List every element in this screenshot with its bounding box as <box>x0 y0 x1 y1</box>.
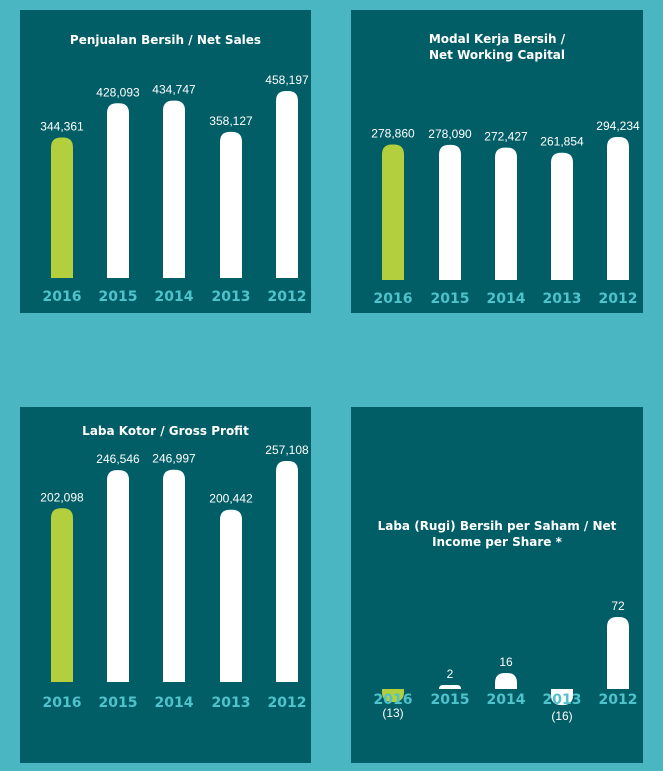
bar-2015 <box>107 470 129 682</box>
category-label-2013: 2013 <box>212 695 251 711</box>
bar-2013 <box>220 131 242 278</box>
data-label-2015: 2 <box>447 667 454 681</box>
chart-title-line: Net Working Capital <box>428 48 566 62</box>
category-label-2014: 2014 <box>155 695 194 711</box>
category-label-2012: 2012 <box>599 692 638 708</box>
category-label-2016: 2016 <box>374 692 413 708</box>
data-label-2016: 202,098 <box>40 490 84 504</box>
category-label-2014: 2014 <box>487 291 526 307</box>
net-income-per-share-chart: Laba (Rugi) Bersih per Saham / Net Incom… <box>351 407 643 763</box>
data-label-2012: 257,108 <box>265 443 309 457</box>
data-label-2016: 344,361 <box>40 119 84 133</box>
net-sales-chart: Penjualan Bersih / Net Sales 344,361 2016… <box>20 10 311 313</box>
data-label-2012: 72 <box>611 599 625 613</box>
data-label-2016: (13) <box>382 706 403 720</box>
bar-2015 <box>439 144 461 280</box>
bar-2014 <box>163 100 185 278</box>
data-label-2012: 294,234 <box>596 119 640 133</box>
data-label-2015: 246,546 <box>96 452 140 466</box>
net-working-capital-plot: 278,860 2016 278,090 2015 272,427 2014 261,854… <box>371 119 640 307</box>
bar-2015 <box>439 685 461 689</box>
net-sales-plot: 344,361 2016 428,093 2015 434,747 2014 358,127… <box>40 73 309 305</box>
bar-2014 <box>495 147 517 280</box>
gross-profit-plot: 202,098 2016 246,546 2015 246,997 2014 200,442… <box>40 443 309 711</box>
chart-title-line: Penjualan Bersih / Net Sales <box>69 33 262 47</box>
chart-title: Modal Kerja Bersih / Net Working Capital <box>351 31 643 63</box>
bar-2012 <box>276 91 298 278</box>
data-label-2013: (16) <box>551 709 572 723</box>
data-label-2014: 246,997 <box>152 452 196 466</box>
category-label-2016: 2016 <box>374 291 413 307</box>
bar-2016 <box>382 144 404 280</box>
chart-title: Laba (Rugi) Bersih per Saham / Net Incom… <box>351 518 643 550</box>
net-income-per-share-plot: (13)2016 2 2015 16 2014 (16)2013 72 2012 <box>374 599 638 723</box>
data-label-2015: 428,093 <box>96 85 140 99</box>
data-label-2016: 278,860 <box>371 126 415 140</box>
data-label-2015: 278,090 <box>428 127 472 141</box>
bar-2014 <box>495 673 517 689</box>
category-label-2015: 2015 <box>99 289 138 305</box>
chart-title-line: Laba Kotor / Gross Profit <box>82 424 249 438</box>
category-label-2012: 2012 <box>599 291 638 307</box>
category-label-2014: 2014 <box>155 289 194 305</box>
bar-2012 <box>276 461 298 682</box>
bar-2013 <box>220 509 242 682</box>
bar-2016 <box>382 689 404 702</box>
category-label-2013: 2013 <box>543 291 582 307</box>
data-label-2013: 200,442 <box>209 492 253 506</box>
category-label-2012: 2012 <box>268 695 307 711</box>
bar-2016 <box>51 137 73 278</box>
category-label-2012: 2012 <box>268 289 307 305</box>
category-label-2015: 2015 <box>431 692 470 708</box>
bar-2014 <box>163 469 185 682</box>
net-working-capital-chart: Modal Kerja Bersih / Net Working Capital… <box>351 10 643 313</box>
chart-title-line: Laba (Rugi) Bersih per Saham / Net <box>377 519 617 533</box>
data-label-2013: 261,854 <box>540 135 584 149</box>
data-label-2014: 272,427 <box>484 130 528 144</box>
data-label-2013: 358,127 <box>209 114 253 128</box>
category-label-2015: 2015 <box>99 695 138 711</box>
chart-title: Laba Kotor / Gross Profit <box>20 423 311 439</box>
bar-2012 <box>607 617 629 689</box>
chart-title: Penjualan Bersih / Net Sales <box>20 32 311 48</box>
data-label-2012: 458,197 <box>265 73 309 87</box>
category-label-2013: 2013 <box>543 692 582 708</box>
gross-profit-chart: Laba Kotor / Gross Profit 202,098 2016 246… <box>20 407 311 763</box>
bar-2013 <box>551 152 573 280</box>
bar-2013 <box>551 689 573 705</box>
bar-2015 <box>107 103 129 278</box>
category-label-2015: 2015 <box>431 291 470 307</box>
bar-2012 <box>607 137 629 280</box>
category-label-2013: 2013 <box>212 289 251 305</box>
category-label-2016: 2016 <box>43 695 82 711</box>
data-label-2014: 434,747 <box>152 83 196 97</box>
chart-title-line: Modal Kerja Bersih / <box>428 32 566 46</box>
bar-2016 <box>51 508 73 682</box>
category-label-2014: 2014 <box>487 692 526 708</box>
chart-title-line: Income per Share * <box>432 535 562 549</box>
data-label-2014: 16 <box>499 655 513 669</box>
category-label-2016: 2016 <box>43 289 82 305</box>
